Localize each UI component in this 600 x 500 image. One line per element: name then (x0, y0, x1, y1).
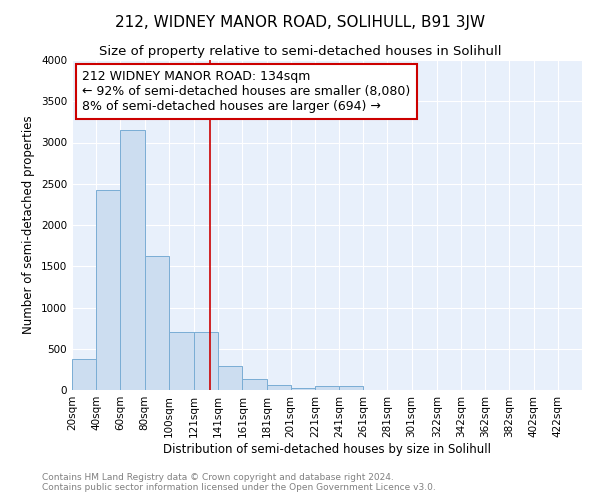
Bar (315, 386, 339, 390)
Bar (339, 386, 363, 390)
Text: Contains HM Land Registry data © Crown copyright and database right 2024.
Contai: Contains HM Land Registry data © Crown c… (42, 473, 436, 492)
Bar (266, 385, 291, 390)
Bar (194, 332, 218, 390)
Bar (291, 388, 315, 390)
Bar (72, 359, 96, 390)
Bar (169, 332, 194, 390)
Bar (242, 380, 266, 390)
Y-axis label: Number of semi-detached properties: Number of semi-detached properties (22, 116, 35, 334)
Text: 212, WIDNEY MANOR ROAD, SOLIHULL, B91 3JW: 212, WIDNEY MANOR ROAD, SOLIHULL, B91 3J… (115, 15, 485, 30)
Bar (121, 130, 145, 390)
Text: 212 WIDNEY MANOR ROAD: 134sqm
← 92% of semi-detached houses are smaller (8,080)
: 212 WIDNEY MANOR ROAD: 134sqm ← 92% of s… (82, 70, 410, 113)
Bar (218, 366, 242, 390)
Text: Size of property relative to semi-detached houses in Solihull: Size of property relative to semi-detach… (99, 45, 501, 58)
Bar (145, 256, 169, 390)
Bar (96, 190, 121, 390)
X-axis label: Distribution of semi-detached houses by size in Solihull: Distribution of semi-detached houses by … (163, 442, 491, 456)
